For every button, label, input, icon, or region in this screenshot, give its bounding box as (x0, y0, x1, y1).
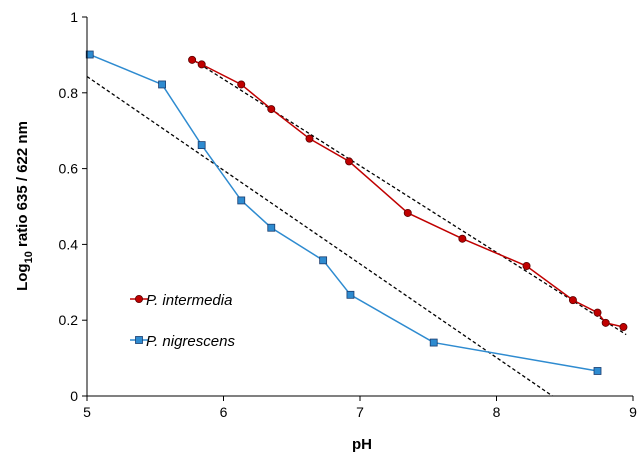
legend-marker (135, 336, 143, 344)
data-point (158, 80, 166, 89)
y-tick-label: 0.8 (59, 85, 79, 101)
legend-entry-intermedia: P. intermedia (130, 292, 232, 309)
data-point (85, 50, 94, 59)
data-point (197, 60, 206, 69)
x-tick-label: 9 (629, 404, 637, 420)
data-point (403, 208, 412, 217)
legend-label: P. intermedia (146, 292, 232, 309)
data-point (568, 296, 577, 305)
plot-area (85, 50, 628, 397)
y-axis-title-subscript: 10 (23, 251, 35, 263)
data-point (429, 338, 438, 347)
x-axis-title: pH (352, 436, 372, 453)
data-point (522, 262, 531, 271)
trendline (189, 57, 627, 336)
data-point (267, 105, 276, 114)
legend: P. intermedia P. nigrescens (130, 292, 235, 350)
data-point (593, 308, 602, 317)
trendline (86, 75, 553, 397)
x-tick-label: 8 (493, 404, 501, 420)
data-point (593, 367, 602, 375)
data-point (319, 256, 328, 265)
data-point (305, 134, 314, 143)
series-line (89, 53, 598, 372)
data-point (197, 141, 206, 150)
tick-labels: 5 6 7 8 9 0 0.2 0.4 0.6 0.8 1 (59, 9, 638, 420)
data-point (601, 318, 610, 327)
x-tick-label: 6 (220, 404, 228, 420)
data-point (188, 55, 197, 64)
data-point (619, 323, 628, 332)
legend-entry-nigrescens: P. nigrescens (130, 333, 235, 350)
axes (82, 16, 634, 401)
data-point (345, 157, 354, 166)
y-axis-title-suffix: ratio 635 / 622 nm (14, 121, 31, 251)
series-intermedia (188, 55, 628, 336)
y-tick-label: 1 (70, 9, 78, 25)
data-point (237, 80, 246, 89)
y-tick-label: 0.2 (59, 312, 79, 328)
legend-marker (134, 294, 143, 303)
y-tick-label: 0.6 (59, 161, 79, 177)
x-tick-label: 7 (356, 404, 364, 420)
data-point (267, 223, 276, 232)
data-point (237, 196, 246, 205)
data-point (346, 290, 355, 299)
y-axis-title-prefix: Log (14, 263, 31, 291)
y-tick-label: 0.4 (59, 236, 79, 252)
x-tick-label: 5 (83, 404, 91, 420)
data-point (458, 234, 467, 243)
y-tick-label: 0 (70, 388, 78, 404)
series-nigrescens (85, 50, 602, 397)
legend-label: P. nigrescens (146, 333, 235, 350)
y-axis-title: Log10 ratio 635 / 622 nm (14, 121, 35, 291)
